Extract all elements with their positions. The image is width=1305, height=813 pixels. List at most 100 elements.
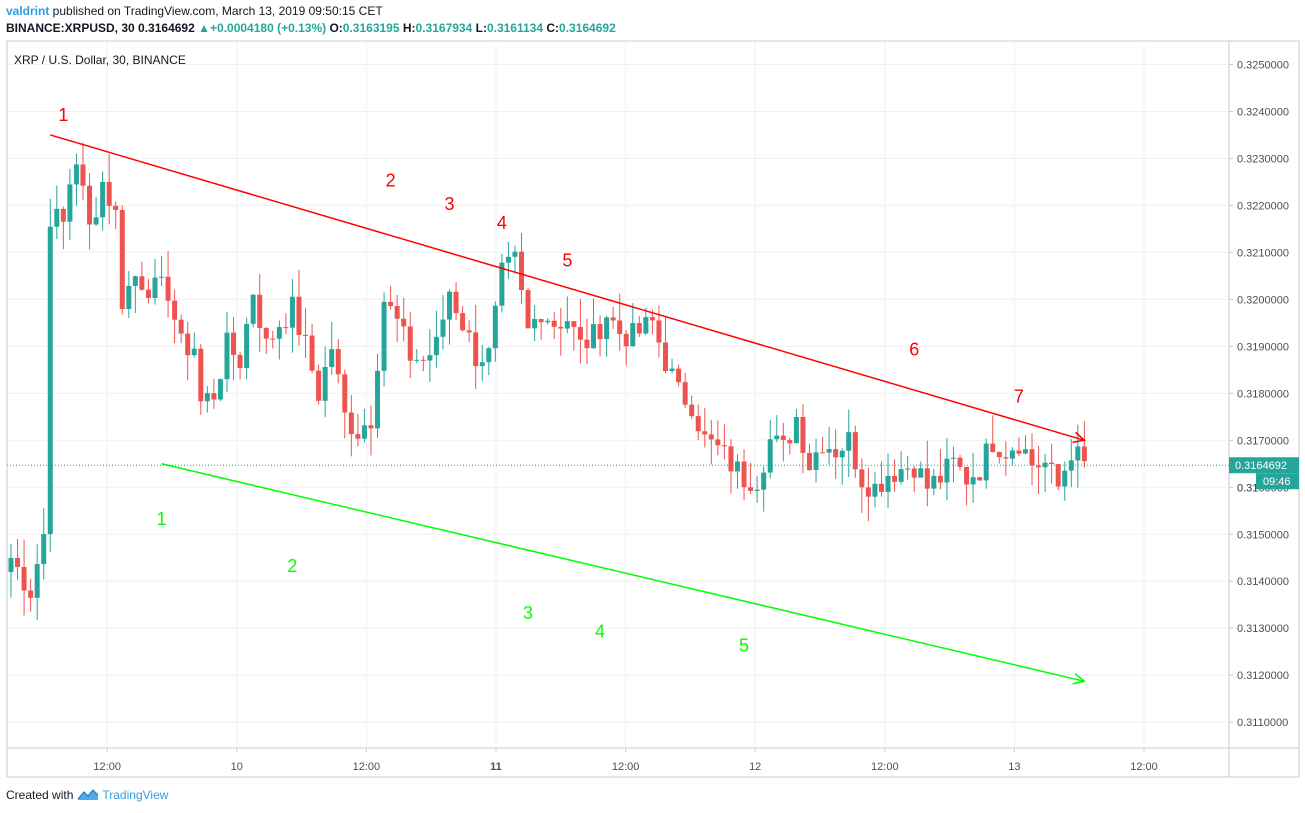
candle-body bbox=[492, 305, 498, 349]
price-tick-label: 0.3130000 bbox=[1237, 623, 1289, 635]
candle-body bbox=[774, 435, 780, 440]
price-tick-label: 0.3120000 bbox=[1237, 670, 1289, 682]
candle-body bbox=[937, 475, 943, 483]
candle-body bbox=[715, 439, 721, 446]
candle-body bbox=[1062, 470, 1068, 487]
trendlines[interactable] bbox=[50, 134, 1087, 685]
candle-body bbox=[892, 475, 898, 482]
time-tick-label: 13 bbox=[1008, 761, 1020, 773]
resistance-trendline bbox=[50, 134, 1085, 442]
high-value: 0.3167934 bbox=[415, 21, 473, 35]
price-tick-label: 0.3210000 bbox=[1237, 247, 1289, 259]
author-link[interactable]: valdrint bbox=[6, 4, 50, 18]
candle-body bbox=[833, 449, 839, 458]
last-price: 0.3164692 bbox=[138, 21, 195, 35]
candle-body bbox=[283, 327, 289, 329]
price-tick-label: 0.3200000 bbox=[1237, 294, 1289, 306]
candle-body bbox=[577, 327, 583, 340]
candle-body bbox=[355, 434, 361, 439]
symbol-line: BINANCE:XRPUSD, 30 bbox=[6, 21, 135, 35]
support-trendline-arrowhead bbox=[1072, 673, 1087, 685]
candle-body bbox=[407, 326, 413, 361]
candle-body bbox=[139, 276, 145, 290]
candle-body bbox=[748, 487, 754, 491]
candle-body bbox=[165, 276, 171, 301]
candle-body bbox=[617, 320, 623, 334]
time-tick-label: 10 bbox=[231, 761, 243, 773]
candle-body bbox=[152, 277, 158, 298]
candle-body bbox=[1049, 462, 1055, 465]
candle-body bbox=[191, 348, 197, 356]
candle-body bbox=[669, 368, 675, 372]
tradingview-link[interactable]: TradingView bbox=[102, 788, 169, 802]
candle-body bbox=[8, 558, 14, 573]
candle-body bbox=[676, 368, 682, 383]
candle-body bbox=[126, 285, 132, 310]
candle-body bbox=[211, 393, 217, 400]
candle-body bbox=[335, 349, 341, 375]
candle-body bbox=[1036, 465, 1042, 468]
candle-body bbox=[172, 300, 178, 320]
candles[interactable] bbox=[8, 142, 1087, 621]
resistance-touch-label: 2 bbox=[386, 171, 396, 191]
candle-body bbox=[348, 412, 354, 435]
candle-body bbox=[231, 332, 237, 355]
change-arrow-icon: ▲ bbox=[198, 21, 211, 35]
candle-body bbox=[754, 489, 760, 491]
candle-body bbox=[741, 461, 747, 488]
candle-body bbox=[73, 164, 79, 185]
candle-body bbox=[990, 443, 996, 453]
current-price-label: 0.3164692 bbox=[1235, 460, 1287, 472]
candle-body bbox=[28, 590, 34, 598]
candle-body bbox=[60, 208, 66, 222]
published-text: published on TradingView.com, March 13, … bbox=[49, 4, 383, 18]
candle-body bbox=[342, 374, 348, 413]
candle-body bbox=[865, 487, 871, 497]
candle-body bbox=[394, 306, 400, 319]
candle-body bbox=[237, 354, 243, 368]
time-tick-label: 12:00 bbox=[871, 761, 899, 773]
candle-body bbox=[800, 416, 806, 453]
candle-body bbox=[381, 301, 387, 371]
time-tick-label: 12:00 bbox=[93, 761, 121, 773]
support-touch-label: 3 bbox=[523, 603, 533, 623]
price-tick-label: 0.3180000 bbox=[1237, 388, 1289, 400]
candle-body bbox=[551, 320, 557, 327]
candle-body bbox=[983, 443, 989, 481]
candle-body bbox=[466, 330, 472, 333]
candle-body bbox=[898, 469, 904, 482]
candle-body bbox=[643, 317, 649, 334]
candle-body bbox=[198, 348, 204, 402]
candle-body bbox=[708, 434, 714, 440]
candle-body bbox=[558, 326, 564, 329]
price-tick-label: 0.3220000 bbox=[1237, 200, 1289, 212]
candle-body bbox=[93, 217, 99, 225]
candle-body bbox=[813, 452, 819, 471]
candle-body bbox=[309, 335, 315, 371]
candle-body bbox=[329, 349, 335, 367]
candle-body bbox=[289, 296, 295, 328]
candle-body bbox=[1022, 449, 1028, 454]
candle-body bbox=[826, 449, 832, 453]
candle-body bbox=[663, 342, 668, 372]
open-value: 0.3163195 bbox=[342, 21, 400, 35]
candle-body bbox=[479, 362, 485, 367]
price-tick-label: 0.3190000 bbox=[1237, 341, 1289, 353]
candle-body bbox=[839, 450, 845, 458]
close-label: C: bbox=[546, 21, 560, 35]
candle-body bbox=[244, 323, 250, 368]
candle-body bbox=[597, 324, 603, 340]
candle-body bbox=[257, 294, 263, 328]
candle-body bbox=[204, 393, 210, 402]
candle-body bbox=[519, 251, 525, 291]
candle-body bbox=[905, 468, 911, 470]
candle-body bbox=[957, 457, 963, 467]
candle-body bbox=[401, 318, 407, 327]
support-touch-label: 4 bbox=[595, 622, 605, 642]
resistance-touch-label: 3 bbox=[445, 194, 455, 214]
candle-body bbox=[656, 320, 662, 343]
candle-body bbox=[499, 262, 505, 306]
price-tick-label: 0.3240000 bbox=[1237, 106, 1289, 118]
open-label: O: bbox=[329, 21, 343, 35]
